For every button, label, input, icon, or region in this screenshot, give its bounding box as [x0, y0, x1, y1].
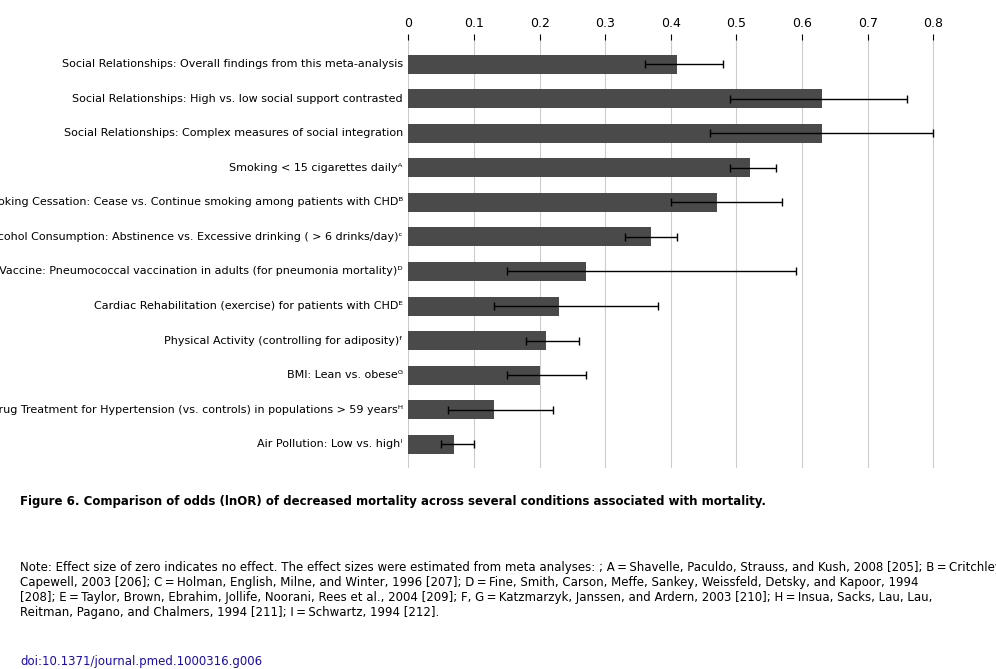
Bar: [408, 331, 546, 350]
Bar: [408, 435, 454, 454]
Text: Note: Effect size of zero indicates no effect. The effect sizes were estimated f: Note: Effect size of zero indicates no e…: [20, 561, 996, 619]
Bar: [408, 90, 822, 108]
Bar: [408, 193, 717, 212]
Bar: [408, 400, 494, 419]
Bar: [408, 227, 651, 246]
Bar: [408, 159, 750, 177]
Bar: [408, 262, 586, 281]
Bar: [408, 365, 540, 385]
Text: doi:10.1371/journal.pmed.1000316.g006: doi:10.1371/journal.pmed.1000316.g006: [20, 655, 262, 668]
Bar: [408, 124, 822, 143]
Bar: [408, 55, 677, 74]
Text: Figure 6. Comparison of odds (lnOR) of decreased mortality across several condit: Figure 6. Comparison of odds (lnOR) of d…: [20, 495, 766, 508]
Bar: [408, 296, 560, 316]
